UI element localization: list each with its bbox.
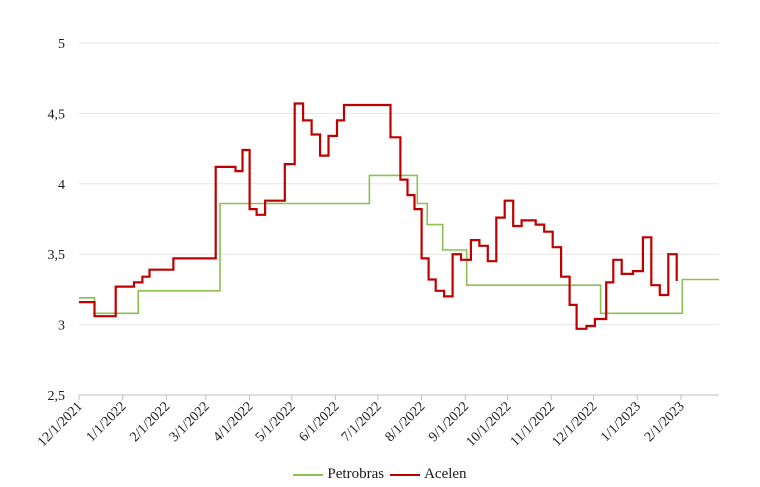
y-tick-label: 5: [58, 37, 65, 52]
x-tick-label: 7/1/2022: [339, 399, 385, 445]
legend-item-petrobras: Petrobras: [293, 466, 384, 483]
y-axis-ticks: 5 4,5 4 3,5 3 2,5: [48, 37, 66, 404]
legend-label-petrobras: Petrobras: [327, 466, 385, 482]
y-tick-label: 3,5: [48, 248, 66, 263]
x-axis-ticks: 12/1/20211/1/20222/1/20223/1/20224/1/202…: [35, 395, 688, 450]
x-tick-label: 1/1/2023: [598, 399, 644, 445]
legend-swatch-petrobras: [293, 473, 324, 476]
y-tick-label: 3: [58, 319, 65, 334]
legend: Petrobras Acelen: [0, 466, 760, 483]
x-tick-label: 2/1/2022: [127, 399, 173, 445]
x-tick-label: 3/1/2022: [167, 399, 213, 445]
y-tick-label: 4: [58, 178, 65, 193]
y-tick-label: 2,5: [48, 389, 66, 404]
series-lines: [79, 102, 719, 330]
gridlines: [79, 42, 719, 396]
series-line-petrobras: [79, 174, 719, 315]
legend-swatch-acelen: [390, 473, 421, 476]
x-tick-label: 1/1/2022: [84, 399, 130, 445]
x-tick-label: 11/1/2022: [508, 399, 558, 449]
series-line-acelen: [79, 102, 678, 330]
x-tick-label: 12/1/2022: [550, 399, 601, 450]
x-tick-label: 8/1/2022: [383, 399, 429, 445]
legend-item-acelen: Acelen: [390, 466, 467, 483]
x-tick-label: 10/1/2022: [464, 399, 515, 450]
legend-label-acelen: Acelen: [424, 466, 467, 482]
x-tick-label: 2/1/2023: [642, 399, 688, 445]
y-tick-label: 4,5: [48, 107, 66, 122]
x-tick-label: 6/1/2022: [297, 399, 343, 445]
x-tick-label: 12/1/2021: [35, 399, 86, 450]
x-tick-label: 4/1/2022: [211, 399, 257, 445]
x-tick-label: 5/1/2022: [253, 399, 299, 445]
